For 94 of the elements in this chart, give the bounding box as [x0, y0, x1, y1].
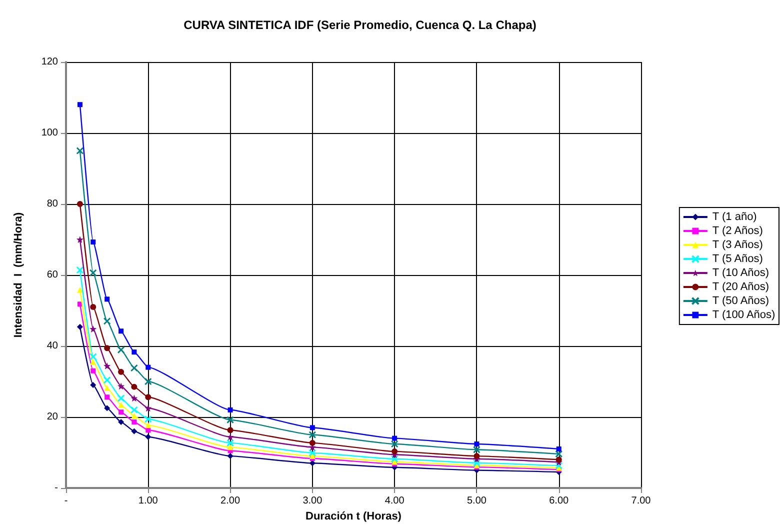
point — [76, 201, 83, 207]
point — [104, 394, 110, 400]
point — [103, 376, 111, 384]
y-tick-label: 100 — [41, 128, 58, 138]
point — [77, 102, 82, 108]
point — [392, 448, 398, 454]
point — [145, 422, 152, 428]
point — [118, 410, 124, 415]
point — [226, 439, 234, 447]
point — [117, 346, 125, 354]
x-tick-label: - — [64, 496, 68, 506]
point — [144, 404, 152, 412]
point — [130, 394, 138, 402]
point — [76, 147, 84, 154]
point — [474, 453, 480, 460]
point — [144, 378, 152, 386]
point — [90, 368, 96, 374]
legend-label: T (100 Años) — [712, 309, 776, 321]
point — [90, 239, 96, 244]
y-tick-label: 20 — [46, 412, 58, 422]
y-tick-label: 80 — [46, 198, 58, 210]
point — [104, 296, 110, 302]
x-tick-label: 6.00 — [549, 496, 570, 506]
point — [146, 428, 151, 433]
legend-label: T (2 Años) — [712, 225, 763, 237]
point — [556, 446, 562, 452]
point — [227, 453, 234, 460]
point — [309, 440, 316, 446]
y-tick-label: 60 — [46, 270, 58, 280]
point — [76, 324, 83, 330]
x-tick-label: 1.00 — [138, 496, 158, 506]
point — [132, 419, 137, 424]
point — [90, 382, 96, 388]
point — [144, 415, 152, 423]
point — [227, 444, 234, 450]
x-tick-label: 3.00 — [302, 496, 323, 506]
point — [131, 412, 138, 419]
chart-title: CURVA SINTETICA IDF (Serie Promedio, Cuenca Q. La Chapa) — [184, 18, 536, 32]
point — [227, 427, 234, 434]
y-tick-label: 40 — [46, 340, 58, 352]
point — [146, 364, 151, 370]
point — [390, 440, 398, 448]
point — [104, 362, 111, 370]
point — [390, 455, 398, 463]
y-axis-title: Intensidad I (mm/Hora) — [12, 212, 24, 338]
point — [392, 436, 398, 441]
point — [226, 416, 234, 424]
point — [308, 431, 316, 438]
point — [90, 304, 96, 310]
x-tick-label: 7.00 — [631, 496, 652, 506]
point — [89, 269, 97, 277]
point — [130, 364, 138, 372]
point — [310, 425, 315, 430]
point — [89, 352, 97, 360]
point — [130, 406, 138, 414]
x-axis-title: Duración t (Horas) — [306, 510, 402, 522]
point — [555, 462, 563, 470]
point — [103, 317, 111, 325]
y-tick-label: 120 — [41, 56, 58, 68]
point — [228, 407, 233, 412]
point — [118, 368, 124, 375]
point — [118, 418, 124, 425]
point — [118, 382, 125, 390]
point — [308, 449, 316, 457]
point — [90, 358, 96, 365]
legend-label: T (20 Años) — [712, 281, 770, 293]
point — [118, 328, 124, 334]
point — [76, 266, 84, 274]
point — [145, 394, 152, 400]
y-tick-label: - — [54, 482, 58, 494]
x-tick-label: 5.00 — [466, 496, 487, 506]
point — [131, 384, 138, 390]
point — [117, 394, 125, 402]
legend-label: T (10 Años) — [712, 267, 770, 279]
legend-label: T (1 año) — [712, 211, 757, 223]
point — [472, 446, 480, 454]
point — [556, 456, 562, 463]
point — [104, 405, 110, 412]
point — [104, 345, 110, 352]
point — [472, 459, 480, 467]
point — [76, 286, 83, 293]
legend-label: T (50 Años) — [712, 295, 770, 307]
point — [132, 350, 137, 355]
point — [76, 236, 84, 243]
point — [131, 428, 138, 434]
x-tick-label: 2.00 — [220, 496, 240, 506]
point — [90, 325, 97, 332]
point — [474, 441, 480, 446]
point — [555, 450, 563, 458]
legend-label: T (3 Años) — [712, 239, 763, 251]
x-tick-label: 4.00 — [384, 496, 405, 506]
point — [118, 402, 124, 408]
point — [145, 434, 152, 440]
legend-label: T (5 Años) — [712, 253, 763, 265]
